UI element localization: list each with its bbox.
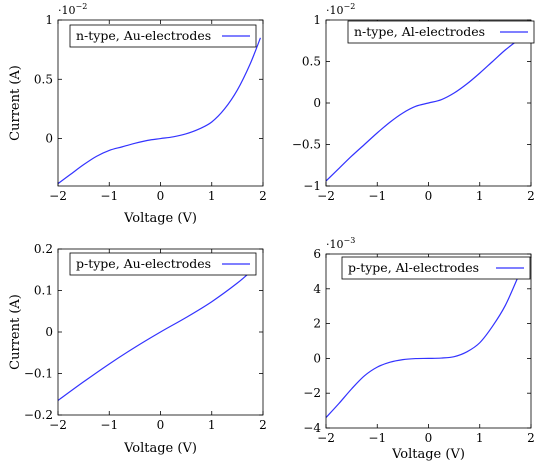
- y-tick-label: 4: [313, 282, 321, 296]
- x-axis-label: Voltage (V): [123, 211, 197, 226]
- legend-box: [347, 20, 535, 44]
- series-line: [58, 269, 254, 401]
- x-axis-label: Voltage (V): [123, 441, 197, 456]
- x-tick-label: −1: [368, 189, 386, 203]
- y-tick-label: 0.5: [34, 72, 53, 86]
- x-tick-label: −2: [49, 418, 67, 432]
- x-tick-label: 1: [208, 418, 216, 432]
- y-axis-label: Current (A): [8, 65, 23, 141]
- x-tick-label: 0: [425, 431, 433, 445]
- scale-exponent: −2: [344, 2, 356, 11]
- scale-base: ·10: [326, 4, 344, 17]
- x-tick-label: −2: [317, 431, 335, 445]
- x-tick-label: 1: [208, 189, 216, 203]
- y-tick-label: −0.2: [24, 408, 53, 422]
- y-scale-label: ·10−2: [58, 2, 87, 17]
- panel-p-type-au: Voltage (V) Current (A) −2 −1 0 1 2 −0.2 −0.1 0…: [8, 242, 267, 456]
- legend-entry-label: n-type, Al-electrodes: [354, 24, 485, 39]
- x-tick-label: −1: [368, 431, 386, 445]
- y-axis-label: Current (A): [8, 294, 23, 370]
- legend-box: [69, 252, 257, 276]
- scale-base: ·10: [326, 238, 344, 251]
- panel-n-type-al: ·10−2 −2 −1 0 1 2−1−0.500.51n-type, Al-elect…: [292, 2, 535, 203]
- y-tick-label: 2: [313, 317, 321, 331]
- panel-n-type-au: Voltage (V) Current (A) ·10−2 −2 −1 0 1 200.…: [8, 2, 267, 226]
- x-tick-label: 2: [527, 189, 535, 203]
- x-tick-label: 0: [157, 418, 165, 432]
- x-axis-label: Voltage (V): [391, 447, 465, 462]
- plot-frame: [325, 253, 532, 429]
- scale-exponent: −3: [344, 236, 356, 245]
- y-tick-label: 0: [45, 325, 53, 339]
- y-tick-label: −0.1: [24, 367, 53, 381]
- x-tick-label: 2: [527, 431, 535, 445]
- series-line: [326, 39, 519, 182]
- x-tick-label: −1: [100, 418, 118, 432]
- y-tick-label: 1: [45, 13, 53, 27]
- x-tick-label: 0: [425, 189, 433, 203]
- y-tick-label: 0.2: [34, 242, 53, 256]
- y-tick-label: −0.5: [292, 138, 321, 152]
- y-tick-label: 0.1: [34, 284, 53, 298]
- scale-base: ·10: [58, 4, 76, 17]
- legend-entry-label: p-type, Au-electrodes: [76, 256, 211, 271]
- legend-box: [341, 256, 531, 280]
- y-tick-label: −1: [303, 179, 321, 193]
- x-tick-label: 1: [476, 189, 484, 203]
- y-tick-label: 6: [313, 247, 321, 261]
- y-tick-label: −2: [303, 386, 321, 400]
- y-scale-label: ·10−3: [326, 236, 355, 251]
- legend-box: [69, 24, 257, 48]
- x-tick-label: 2: [259, 189, 267, 203]
- y-tick-label: −4: [303, 421, 321, 435]
- x-tick-label: −1: [100, 189, 118, 203]
- x-tick-label: 1: [476, 431, 484, 445]
- legend-entry-label: n-type, Au-electrodes: [76, 28, 211, 43]
- series-line: [58, 37, 261, 185]
- y-tick-label: 0: [313, 96, 321, 110]
- x-tick-label: 2: [259, 418, 267, 432]
- x-tick-label: −2: [49, 189, 67, 203]
- panel-p-type-al: Voltage (V) ·10−3 −2 −1 0 1 2−4−20246p-type,…: [303, 236, 535, 462]
- scale-exponent: −2: [76, 2, 88, 11]
- y-tick-label: 0: [45, 132, 53, 146]
- y-tick-label: 0: [313, 351, 321, 365]
- y-scale-label: ·10−2: [326, 2, 355, 17]
- x-tick-label: 0: [157, 189, 165, 203]
- series-line: [326, 276, 519, 418]
- legend-entry-label: p-type, Al-electrodes: [348, 260, 479, 275]
- y-tick-label: 0.5: [302, 55, 321, 69]
- y-tick-label: 1: [313, 13, 321, 27]
- x-tick-label: −2: [317, 189, 335, 203]
